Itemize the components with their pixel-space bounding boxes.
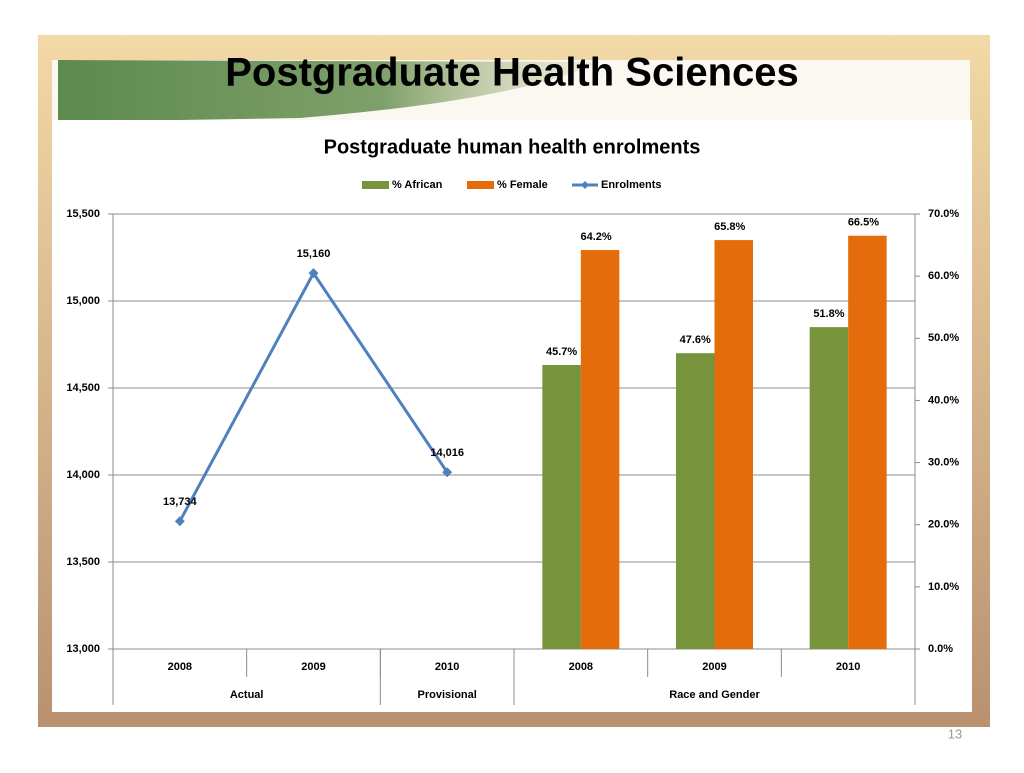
group-label: Provisional — [418, 689, 477, 701]
data-label: 66.5% — [848, 217, 879, 229]
x-tick-label: 2009 — [301, 661, 325, 673]
legend-label: % African — [392, 179, 443, 191]
legend-swatch — [467, 181, 494, 189]
y2-tick-label: 10.0% — [928, 581, 959, 593]
data-label: 64.2% — [580, 231, 611, 243]
y2-tick-label: 60.0% — [928, 270, 959, 282]
data-label: 51.8% — [813, 308, 844, 320]
bar — [542, 365, 581, 649]
y-tick-label: 15,500 — [66, 208, 100, 220]
bar — [580, 250, 620, 650]
y2-tick-label: 50.0% — [928, 332, 959, 344]
x-tick-label: 2009 — [702, 661, 726, 673]
y-tick-label: 14,000 — [66, 469, 100, 481]
decoration — [58, 60, 600, 122]
x-tick-label: 2008 — [168, 661, 192, 673]
plot: 13,000 13,500 14,000 14,500 15,000 15,500 0.0%… — [66, 179, 959, 705]
data-label: 13,734 — [163, 496, 198, 508]
group-label: Actual — [230, 689, 264, 701]
legend-label: Enrolments — [601, 179, 662, 191]
y-tick-label: 13,500 — [66, 556, 100, 568]
data-label: 14,016 — [430, 447, 464, 459]
y2-tick-label: 20.0% — [928, 519, 959, 531]
legend-swatch — [362, 181, 389, 189]
y-tick-label: 13,000 — [66, 643, 100, 655]
marker — [442, 467, 453, 478]
y2-tick-label: 40.0% — [928, 394, 959, 406]
data-label: 47.6% — [680, 334, 711, 346]
bar — [676, 353, 715, 649]
bar — [809, 327, 849, 649]
x-tick-label: 2010 — [435, 661, 459, 673]
bar — [714, 240, 753, 649]
marker — [174, 516, 185, 527]
y-tick-label: 15,000 — [66, 295, 100, 307]
y2-tick-label: 0.0% — [928, 643, 953, 655]
y2-tick-label: 70.0% — [928, 208, 959, 220]
chart-title: Postgraduate human health enrolments — [324, 136, 701, 158]
page-number: 13 — [948, 726, 962, 741]
legend-marker — [581, 181, 589, 189]
marker — [308, 268, 319, 279]
y-tick-label: 14,500 — [66, 382, 100, 394]
group-label: Race and Gender — [669, 689, 760, 701]
y2-tick-label: 30.0% — [928, 456, 959, 468]
slide-title: Postgraduate Health Sciences — [225, 51, 799, 95]
data-label: 65.8% — [714, 221, 745, 233]
bar — [848, 235, 887, 649]
legend-label: % Female — [497, 179, 548, 191]
data-label: 45.7% — [546, 346, 577, 358]
data-label: 15,160 — [297, 248, 331, 260]
x-tick-label: 2008 — [569, 661, 593, 673]
x-tick-label: 2010 — [836, 661, 860, 673]
